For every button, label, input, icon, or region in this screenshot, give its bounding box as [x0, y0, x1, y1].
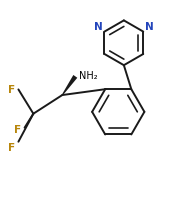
Polygon shape: [62, 76, 77, 96]
Text: N: N: [145, 22, 153, 32]
Text: F: F: [8, 143, 15, 153]
Text: F: F: [8, 85, 15, 95]
Text: F: F: [14, 124, 21, 134]
Text: NH₂: NH₂: [79, 71, 98, 81]
Text: N: N: [94, 22, 103, 32]
